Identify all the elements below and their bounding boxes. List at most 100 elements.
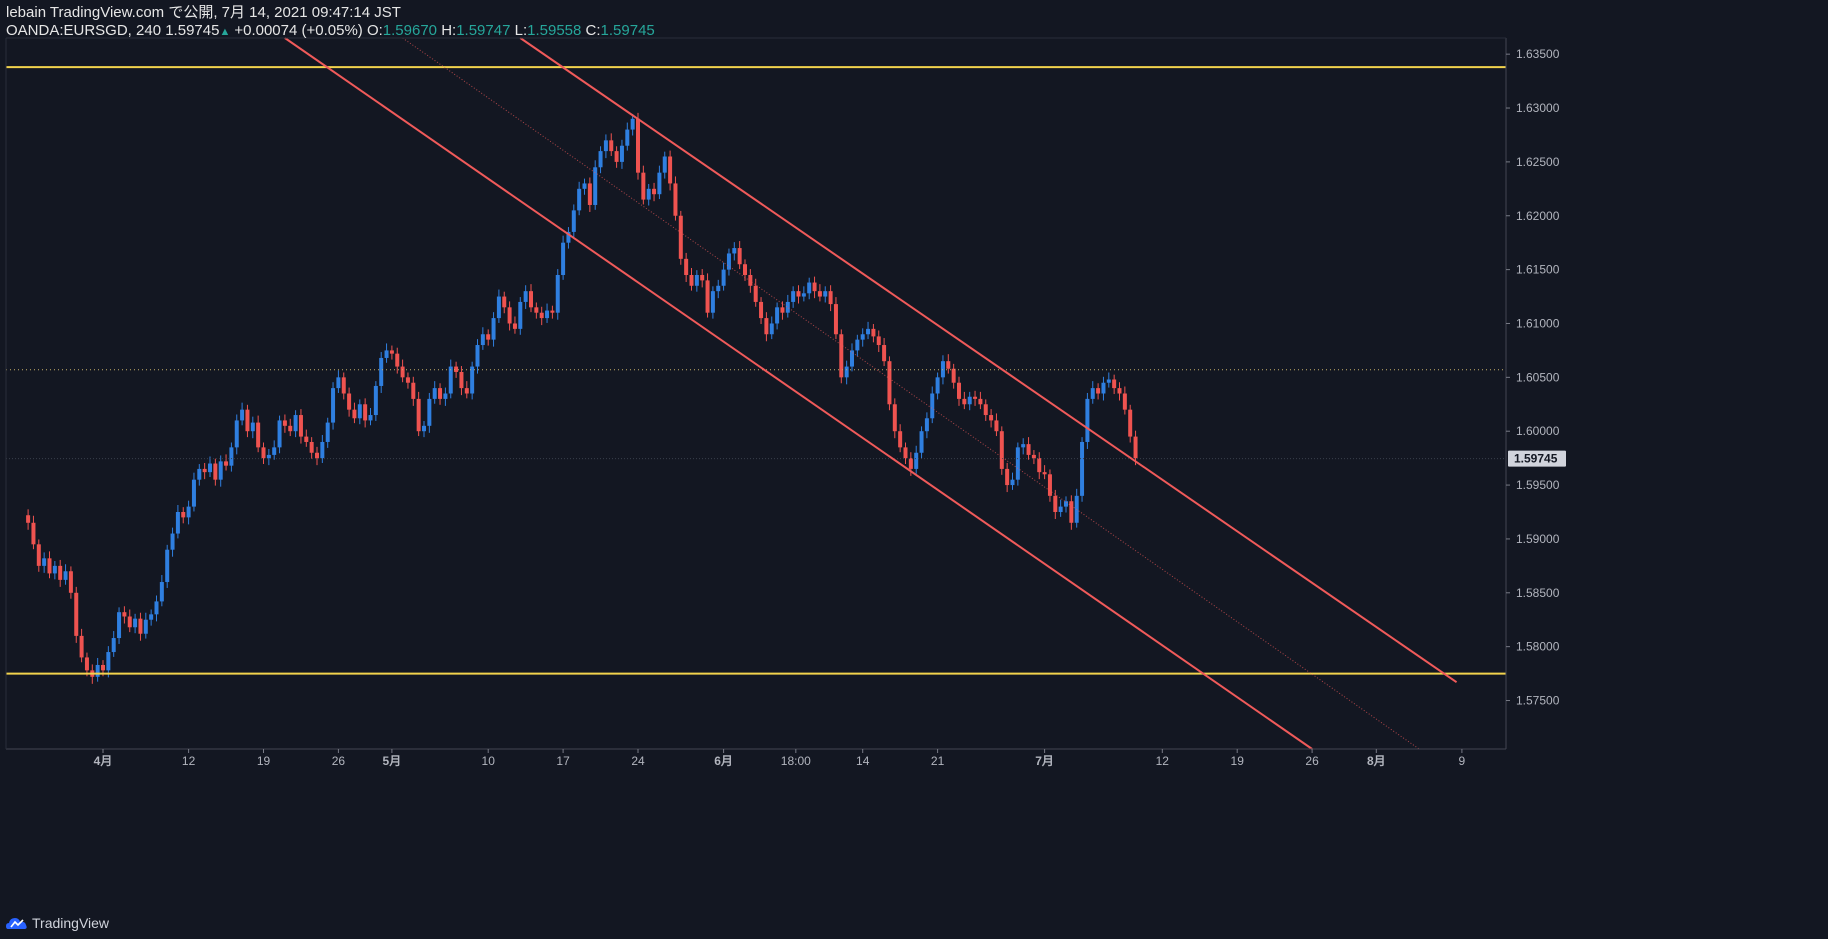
candle-body <box>662 156 667 173</box>
x-tick-label: 26 <box>1305 754 1319 768</box>
tradingview-label: TradingView <box>32 915 110 931</box>
candle-body <box>363 404 368 421</box>
candle-body <box>619 145 624 162</box>
y-tick-label: 1.61000 <box>1516 316 1560 330</box>
x-tick-label: 21 <box>931 754 945 768</box>
y-tick-label: 1.59000 <box>1516 532 1560 546</box>
candle-body <box>962 398 967 405</box>
candle-body <box>550 310 555 313</box>
candle-body <box>775 307 780 324</box>
axes-layer: 1.63500 1.63000 1.62500 1.62000 1.61500 1.610… <box>5 37 1566 768</box>
candle-body <box>502 296 507 308</box>
candle-body <box>464 388 469 394</box>
x-tick-label: 12 <box>1156 754 1170 768</box>
x-tick-label: 12 <box>182 754 196 768</box>
candle-body <box>748 275 753 286</box>
candle-body <box>79 635 84 658</box>
candle-body <box>807 282 812 294</box>
candle-body <box>63 571 68 580</box>
candle-body <box>443 393 448 399</box>
candle-body <box>191 479 196 507</box>
candle-body <box>36 544 41 566</box>
candle-body <box>817 291 822 297</box>
x-tick-label: 6月 <box>714 754 733 768</box>
candle-body <box>582 183 587 189</box>
candle-body <box>282 420 287 426</box>
candle-body <box>475 345 480 367</box>
candle-body <box>304 436 309 442</box>
candle-body <box>518 301 523 329</box>
candle-body <box>1015 447 1020 480</box>
high-value: 1.59747 <box>456 22 511 39</box>
candle-body <box>994 420 999 432</box>
tradingview-cloud-icon <box>6 918 27 929</box>
candle-body <box>31 522 36 545</box>
candle-body <box>732 248 737 254</box>
candle-body <box>529 291 533 308</box>
candle-body <box>892 404 897 432</box>
y-tick-label: 1.61500 <box>1516 263 1560 277</box>
candle-body <box>315 452 319 459</box>
candle-body <box>577 188 582 211</box>
candle-body <box>1133 436 1138 459</box>
candle-body <box>973 396 978 399</box>
candle-body <box>828 291 833 305</box>
candle-body <box>470 366 475 394</box>
x-tick-label: 9 <box>1459 754 1466 768</box>
candle-body <box>165 549 170 583</box>
candle-body <box>743 264 747 275</box>
candle-body <box>454 366 459 372</box>
symbol-label: OANDA:EURSGD, 240 <box>6 22 162 39</box>
candle-body <box>256 422 261 448</box>
candle-body <box>908 458 913 469</box>
x-tick-label: 10 <box>482 754 496 768</box>
candle-body <box>1096 388 1101 394</box>
candle-body <box>593 167 598 205</box>
candle-body <box>571 210 576 232</box>
high-label: H: <box>441 22 457 39</box>
candle-body <box>523 291 528 302</box>
candle-body <box>769 323 774 335</box>
y-tick-label: 1.59500 <box>1516 478 1560 492</box>
candle-body <box>678 215 683 259</box>
candle-body <box>534 307 539 313</box>
candle-body <box>149 614 154 620</box>
candle-body <box>978 398 983 405</box>
candle-body <box>700 275 705 281</box>
candle-body <box>1021 444 1026 448</box>
candle-body <box>930 393 935 419</box>
candle-body <box>882 345 887 362</box>
candle-body <box>924 418 929 432</box>
candle-body <box>609 140 614 152</box>
candle-body <box>1117 388 1122 394</box>
candle-body <box>331 388 336 423</box>
candle-body <box>213 463 218 480</box>
candle-body <box>298 415 303 437</box>
candle-body <box>989 415 994 421</box>
candle-body <box>384 350 389 358</box>
candle-body <box>224 461 229 466</box>
candle-body <box>277 420 282 448</box>
candle-body <box>887 361 892 405</box>
candle-body <box>416 398 421 432</box>
candle-body <box>272 447 277 455</box>
candle-body <box>138 618 143 634</box>
candle-body <box>946 361 951 369</box>
drawings-layer <box>6 37 1506 750</box>
last-price: 1.59745 <box>165 22 220 39</box>
candle-body <box>903 447 908 459</box>
candle-body <box>1128 409 1133 437</box>
candle-body <box>432 388 437 399</box>
candle-body <box>181 512 186 518</box>
candle-body <box>780 307 785 313</box>
candle-body <box>512 323 517 329</box>
candle-body <box>951 368 956 383</box>
candle-body <box>52 565 57 574</box>
tradingview-branding[interactable]: TradingView <box>6 915 109 931</box>
x-tick-label: 18:00 <box>781 754 811 768</box>
candle-body <box>405 377 410 383</box>
x-tick-label: 4月 <box>94 754 113 768</box>
candle-body <box>309 441 314 453</box>
candle-body <box>336 377 341 389</box>
